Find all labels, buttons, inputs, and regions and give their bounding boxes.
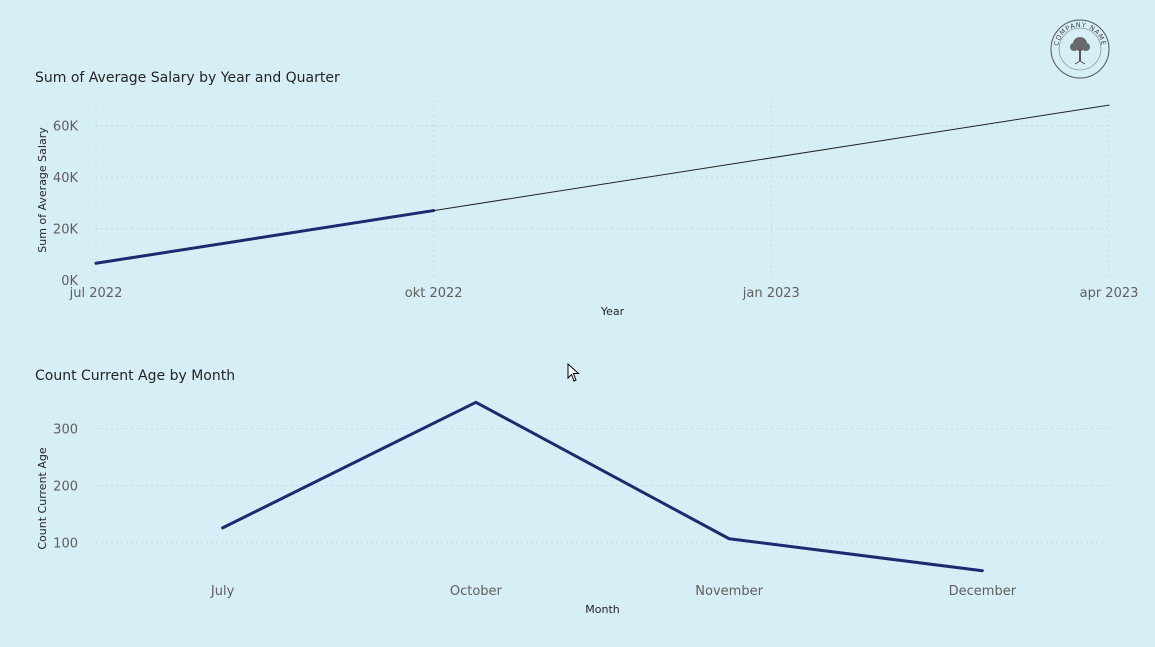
salary-series-line[interactable]: [433, 104, 1110, 212]
salary-chart-title: Sum of Average Salary by Year and Quarte…: [35, 70, 340, 86]
y-tick-label: 300: [53, 423, 78, 438]
y-tick-label: 100: [53, 537, 78, 552]
y-tick-label: 60K: [53, 120, 79, 135]
x-tick-label: October: [450, 584, 503, 599]
y-tick-label: 40K: [53, 171, 79, 186]
x-tick-label: apr 2023: [1080, 286, 1139, 301]
y-axis-title: Count Current Age: [36, 447, 49, 549]
age-chart-title: Count Current Age by Month: [35, 368, 236, 384]
y-tick-label: 200: [53, 480, 78, 495]
x-axis-title: Year: [600, 305, 625, 318]
salary-line-chart[interactable]: 0K 20K 40K 60K jul 2022 okt 2022 jan 2023 apr 2…: [36, 100, 1138, 318]
x-tick-label: July: [210, 584, 235, 599]
y-axis-title: Sum of Average Salary: [36, 127, 49, 253]
salary-series-line[interactable]: [94, 209, 436, 265]
x-tick-label: December: [949, 584, 1017, 599]
y-tick-label: 0K: [61, 274, 78, 289]
x-tick-label: okt 2022: [405, 286, 463, 301]
x-tick-label: jul 2022: [69, 286, 123, 301]
company-logo: COMPANY NAME: [1050, 19, 1110, 79]
age-series-line[interactable]: [221, 400, 984, 573]
mouse-cursor-icon: [567, 363, 580, 382]
age-line-chart[interactable]: 100 200 300 July October November December Mont…: [36, 400, 1109, 616]
x-tick-label: November: [695, 584, 763, 599]
x-tick-label: jan 2023: [742, 286, 800, 301]
y-tick-label: 20K: [53, 223, 79, 238]
x-axis-title: Month: [585, 603, 620, 616]
